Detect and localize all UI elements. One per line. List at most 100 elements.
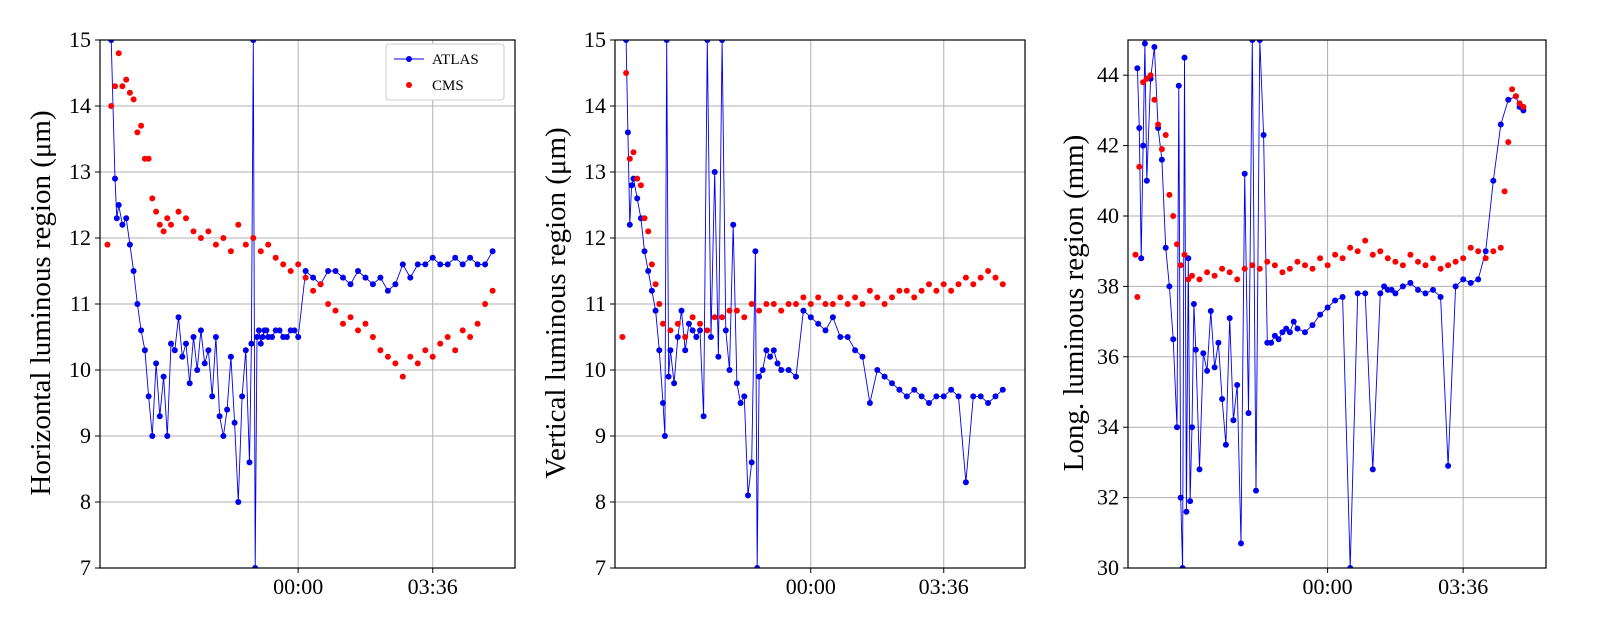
data-point-cms (422, 347, 429, 354)
data-point-atlas (474, 261, 481, 268)
data-point-cms (145, 155, 152, 162)
data-point-cms (1264, 258, 1271, 265)
data-point-atlas (467, 254, 474, 261)
data-point-cms (414, 360, 421, 367)
data-point-atlas (1211, 364, 1218, 371)
data-point-atlas (126, 241, 133, 248)
data-point-atlas (852, 347, 859, 354)
data-point-cms (444, 334, 451, 340)
data-point-cms (1158, 146, 1165, 153)
y-tick-label: 15 (584, 27, 606, 52)
data-point-atlas (115, 202, 122, 208)
data-point-atlas (1204, 367, 1211, 374)
y-tick-label: 12 (69, 225, 91, 250)
data-point-cms (340, 320, 346, 327)
data-point-cms (227, 248, 234, 255)
data-point-atlas (1279, 329, 1286, 336)
data-point-cms (489, 287, 496, 294)
data-point-atlas (291, 327, 298, 334)
data-point-atlas (369, 281, 376, 288)
data-point-cms (235, 221, 242, 228)
data-point-atlas (652, 307, 659, 314)
data-point-atlas (663, 40, 670, 43)
y-tick-label: 8 (595, 489, 606, 514)
y-tick-label: 42 (1097, 133, 1119, 158)
data-point-atlas (741, 393, 748, 400)
data-point-atlas (700, 413, 707, 420)
data-point-atlas (377, 274, 384, 281)
data-point-atlas (205, 347, 212, 354)
data-point-cms (1415, 258, 1421, 265)
data-point-cms (1460, 255, 1467, 262)
data-point-cms (793, 301, 799, 307)
data-point-atlas (1260, 132, 1267, 138)
y-tick-label: 36 (1097, 344, 1119, 369)
data-point-atlas (1185, 255, 1192, 262)
data-point-cms (1384, 255, 1391, 262)
data-point-cms (1147, 72, 1154, 79)
data-point-atlas (1222, 441, 1229, 448)
y-tick-label: 14 (584, 93, 606, 118)
y-tick-label: 14 (69, 93, 91, 118)
data-point-atlas (918, 393, 925, 400)
data-point-atlas (201, 360, 208, 367)
data-point-atlas (660, 400, 666, 406)
data-point-cms (926, 281, 932, 288)
data-point-cms (918, 287, 925, 294)
data-point-atlas (149, 433, 156, 439)
data-point-cms (656, 301, 663, 307)
y-tick-label: 11 (70, 291, 91, 316)
y-axis-label-vertical: Vertical luminous region (μm) (540, 127, 572, 478)
data-point-atlas (999, 386, 1006, 393)
data-point-atlas (1309, 322, 1316, 329)
data-point-cms (1512, 93, 1519, 100)
data-point-cms (881, 301, 888, 307)
x-tick-label: 00:00 (786, 574, 836, 599)
data-point-cms (1520, 103, 1527, 110)
data-point-atlas (1475, 276, 1482, 283)
data-point-cms (1339, 255, 1346, 262)
data-point-atlas (889, 380, 895, 387)
data-point-cms (175, 208, 182, 215)
y-tick-label: 38 (1097, 273, 1119, 298)
data-point-atlas (1189, 424, 1195, 431)
data-point-atlas (1230, 417, 1237, 424)
data-point-atlas (153, 360, 160, 367)
data-point-cms (1482, 255, 1489, 262)
data-point-atlas (674, 334, 681, 340)
data-point-atlas (682, 347, 689, 354)
data-point-cms (104, 241, 111, 248)
data-point-cms (257, 248, 264, 255)
data-point-atlas (224, 406, 231, 413)
data-point-atlas (992, 393, 999, 400)
data-point-cms (123, 76, 130, 83)
data-point-atlas (160, 373, 167, 380)
data-point-atlas (295, 334, 302, 340)
data-point-cms (220, 235, 227, 241)
data-point-atlas (145, 393, 152, 400)
data-point-atlas (911, 386, 918, 393)
data-point-atlas (1399, 283, 1406, 290)
data-point-atlas (948, 386, 955, 393)
data-point-atlas (1302, 329, 1308, 336)
data-point-cms (1271, 262, 1278, 269)
data-point-atlas (239, 393, 246, 400)
data-point-atlas (1430, 286, 1436, 293)
data-point-cms (437, 340, 444, 347)
data-point-atlas (212, 334, 219, 340)
data-point-atlas (1200, 350, 1207, 357)
data-point-atlas (970, 393, 977, 400)
data-point-atlas (903, 393, 910, 400)
data-point-cms (1332, 251, 1339, 258)
data-point-cms (977, 274, 984, 281)
y-tick-label: 40 (1097, 203, 1119, 228)
legend-atlas-label: ATLAS (432, 52, 479, 68)
data-point-cms (785, 301, 792, 307)
data-point-atlas (667, 347, 674, 354)
y-axis-label-horizontal: Horizontal luminous region (μm) (25, 110, 57, 495)
data-point-atlas (661, 433, 668, 439)
data-point-cms (1294, 258, 1301, 265)
data-point-atlas (1234, 382, 1241, 388)
data-point-cms (1249, 262, 1256, 269)
data-point-atlas (1143, 177, 1150, 184)
